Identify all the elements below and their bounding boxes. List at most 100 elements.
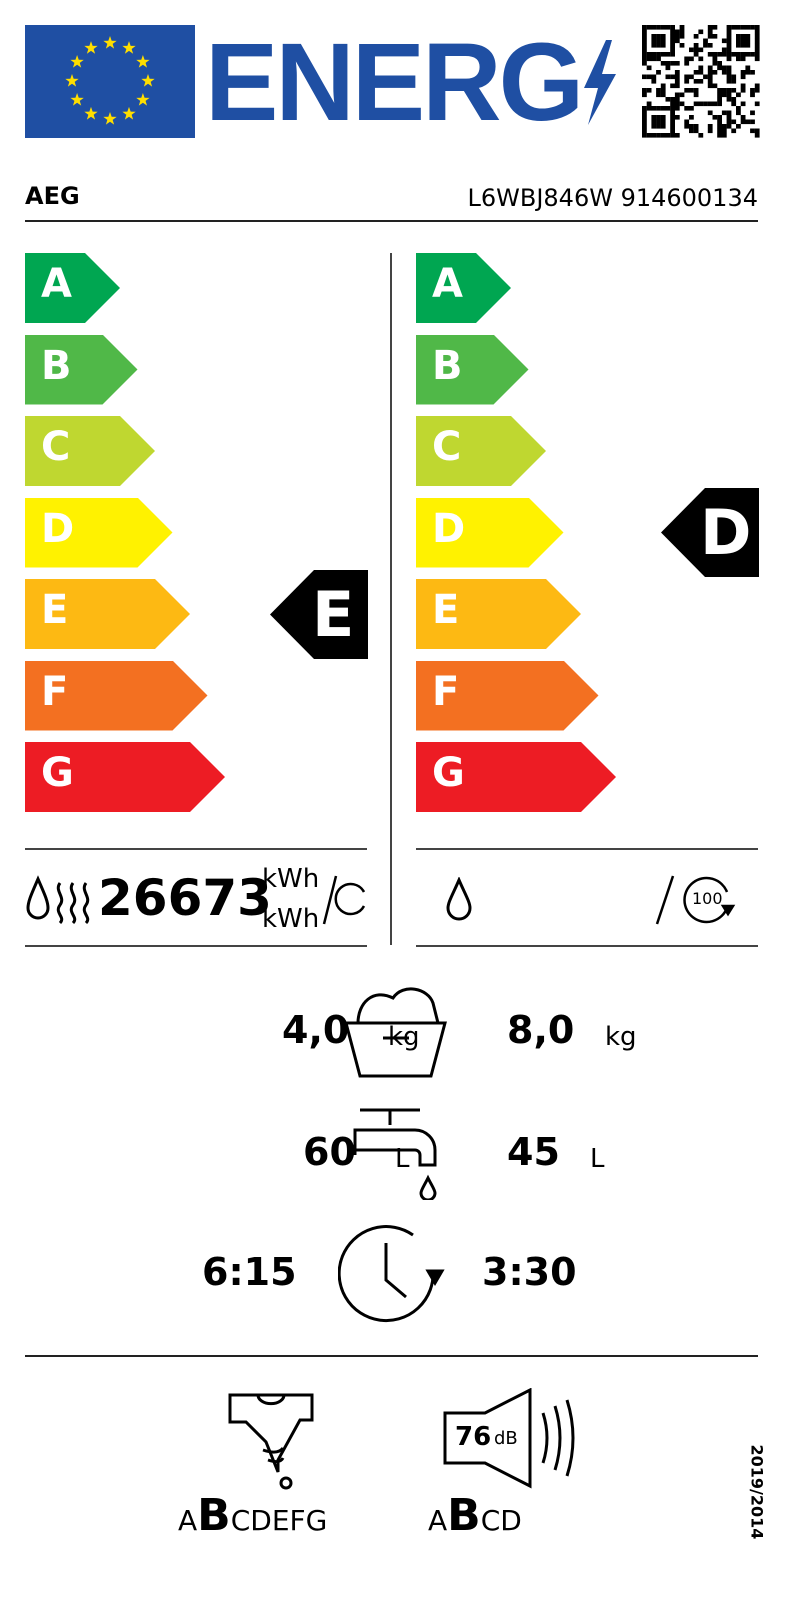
divider: [25, 848, 367, 850]
qr-module: [740, 88, 746, 93]
qr-module: [665, 74, 671, 80]
qr-module: [740, 119, 746, 125]
qr-module: [646, 101, 652, 107]
qr-module: [726, 115, 732, 120]
brand-name: AEG: [25, 182, 80, 210]
qr-module: [750, 88, 755, 93]
energy-class-label: A: [432, 261, 463, 307]
qr-module: [674, 79, 680, 84]
qr-module: [712, 83, 718, 89]
per-100-cycles-icon-left: [322, 875, 366, 925]
qr-module: [689, 115, 694, 120]
qr-module: [670, 115, 675, 120]
energy-class-label: F: [41, 668, 69, 715]
qr-module: [698, 47, 704, 53]
qr-module: [726, 124, 732, 129]
qr-module: [698, 79, 704, 84]
qr-module: [656, 34, 661, 39]
qr-module: [656, 115, 661, 120]
qr-module: [717, 97, 722, 102]
energy-class-label: A: [41, 261, 72, 307]
spin-scale-before: A: [178, 1504, 198, 1537]
qr-module: [660, 38, 666, 44]
qr-module: [642, 47, 647, 53]
energy-class-label: D: [41, 505, 75, 552]
star-icon: [84, 41, 98, 54]
qr-module: [726, 38, 732, 44]
qr-module: [674, 70, 680, 75]
qr-module: [721, 128, 727, 134]
qr-module: [717, 101, 722, 107]
qr-module: [656, 92, 661, 98]
qr-module: [670, 124, 675, 129]
energy-class-label: G: [432, 750, 465, 796]
qr-module: [642, 52, 647, 57]
qr-module: [665, 97, 671, 102]
qr-module: [670, 133, 675, 138]
qr-module: [689, 56, 694, 62]
qr-module: [642, 38, 647, 44]
qr-module: [712, 115, 718, 120]
noise-class-scale: ABCD: [428, 1490, 522, 1541]
qr-module: [684, 74, 690, 80]
qr-module: [689, 47, 694, 53]
qr-module: [717, 61, 722, 66]
qr-module: [745, 52, 751, 57]
qr-module: [665, 133, 671, 138]
energy-class-bar-b: B: [416, 334, 529, 405]
qr-module: [646, 56, 652, 62]
qr-module: [740, 70, 746, 75]
qr-module: [754, 38, 760, 44]
energy-class-bar-a: A: [25, 253, 120, 323]
duration-left: 6:15: [202, 1250, 297, 1294]
qr-module: [740, 56, 746, 62]
star-icon: [122, 41, 136, 54]
qr-module: [717, 119, 722, 125]
qr-module: [646, 106, 652, 111]
rating-right: D: [700, 496, 752, 569]
qr-module: [721, 70, 727, 75]
energy-class-label: G: [41, 750, 74, 796]
qr-module: [642, 61, 647, 66]
qr-module: [651, 79, 657, 84]
qr-module: [670, 47, 675, 53]
qr-module: [684, 56, 690, 62]
energy-class-label: C: [432, 424, 462, 470]
star-icon: [103, 36, 117, 49]
qr-module: [674, 83, 680, 89]
qr-module: [698, 29, 704, 35]
qr-module: [660, 124, 666, 129]
qr-module: [740, 83, 746, 89]
qr-module: [707, 128, 713, 134]
divider: [416, 945, 758, 947]
qr-module: [717, 133, 722, 138]
qr-module: [726, 56, 732, 62]
qr-module: [693, 88, 699, 93]
divider: [416, 848, 758, 850]
qr-module: [740, 43, 746, 48]
energy-logo-text: ENERG: [205, 21, 584, 144]
qr-module: [679, 101, 685, 107]
energy-class-label: B: [432, 342, 463, 389]
qr-module: [721, 110, 727, 116]
qr-module: [707, 74, 713, 80]
qr-module: [726, 97, 732, 102]
water-left: 60: [303, 1130, 356, 1174]
qr-module: [731, 101, 737, 107]
qr-module: [731, 25, 737, 30]
qr-module: [674, 101, 680, 107]
cycles-label: 100: [692, 889, 723, 908]
qr-module: [707, 83, 713, 89]
energy-class-bar-a: A: [416, 253, 511, 323]
rating-arrow-left: [270, 570, 368, 659]
qr-module: [693, 47, 699, 53]
noise-unit: dB: [494, 1428, 518, 1449]
qr-module: [656, 106, 661, 111]
qr-module: [754, 88, 760, 93]
qr-module: [646, 65, 652, 71]
qr-module: [656, 25, 661, 30]
qr-module: [707, 124, 713, 129]
noise-scale-after: CD: [480, 1504, 522, 1537]
qr-module: [740, 115, 746, 120]
qr-module: [670, 61, 675, 66]
